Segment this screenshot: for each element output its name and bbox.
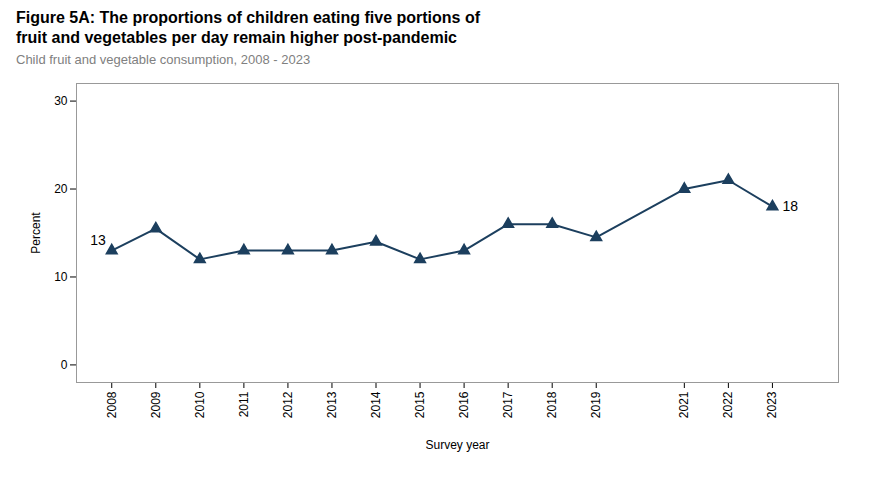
svg-text:2017: 2017 bbox=[501, 391, 515, 418]
svg-text:30: 30 bbox=[54, 94, 68, 108]
svg-text:2011: 2011 bbox=[237, 391, 251, 417]
svg-text:2012: 2012 bbox=[281, 391, 295, 418]
svg-text:20: 20 bbox=[54, 182, 68, 196]
html-text:Figure 5A: The proportions of: Figure 5A: The proportions of children e… bbox=[16, 9, 480, 46]
svg-text:Percent: Percent bbox=[29, 212, 43, 254]
svg-text:Survey year: Survey year bbox=[425, 438, 489, 452]
svg-text:2019: 2019 bbox=[589, 391, 603, 418]
svg-text:2009: 2009 bbox=[149, 391, 163, 418]
svg-text:2013: 2013 bbox=[325, 391, 339, 418]
svg-text:2021: 2021 bbox=[677, 391, 691, 418]
svg-text:2015: 2015 bbox=[413, 391, 427, 418]
svg-text:18: 18 bbox=[782, 198, 798, 214]
svg-text:2023: 2023 bbox=[765, 391, 779, 418]
svg-text:2014: 2014 bbox=[369, 391, 383, 418]
svg-text:0: 0 bbox=[61, 358, 68, 372]
svg-text:2018: 2018 bbox=[545, 391, 559, 418]
svg-text:2016: 2016 bbox=[457, 391, 471, 418]
svg-text:2010: 2010 bbox=[193, 391, 207, 418]
svg-text:10: 10 bbox=[54, 270, 68, 284]
svg-text:2008: 2008 bbox=[105, 391, 119, 418]
svg-text:13: 13 bbox=[90, 232, 106, 248]
html-text:Child fruit and vegetable cons: Child fruit and vegetable consumption, 2… bbox=[16, 52, 311, 67]
svg-text:2022: 2022 bbox=[721, 391, 735, 418]
